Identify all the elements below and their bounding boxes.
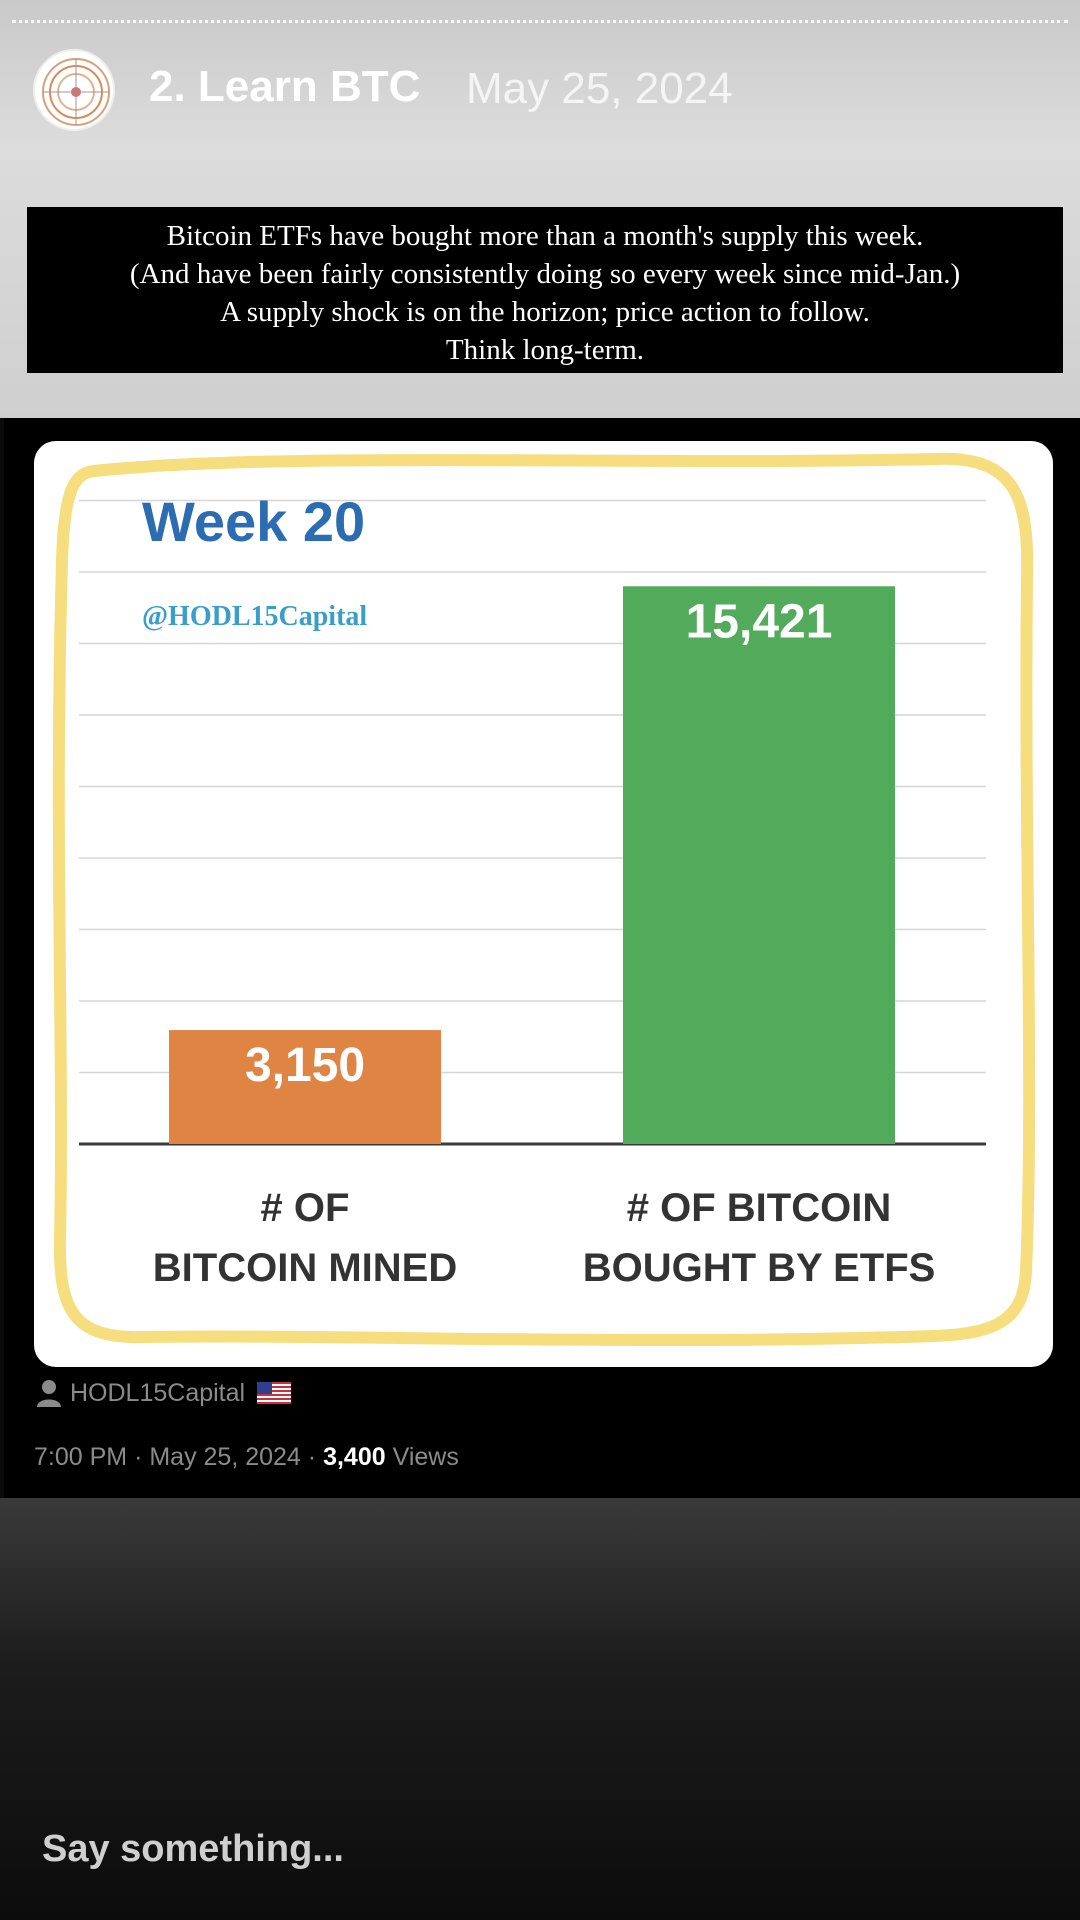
tweet-date: May 25, 2024 — [149, 1443, 301, 1471]
author-name: HODL15Capital — [70, 1378, 246, 1407]
reply-input[interactable]: Say something... — [42, 1828, 344, 1870]
bar — [169, 1030, 441, 1144]
chart-title: Week 20 — [142, 490, 365, 553]
category-label: # OF — [261, 1186, 350, 1230]
separator: · — [307, 1443, 317, 1471]
tweet-author[interactable]: HODL15Capital — [36, 1378, 292, 1408]
views-count: 3,400 — [323, 1443, 386, 1471]
bar-value-label: 3,150 — [245, 1039, 365, 1092]
caption-line: (And have been fairly consistently doing… — [129, 258, 961, 290]
category-label: BITCOIN MINED — [153, 1246, 457, 1290]
story-footer — [0, 1498, 1080, 1920]
separator: · — [134, 1443, 143, 1471]
story-date: May 25, 2024 — [466, 64, 733, 113]
person-icon — [37, 1380, 61, 1407]
category-label: BOUGHT BY ETFS — [583, 1246, 936, 1290]
tweet-time: 7:00 PM — [34, 1443, 128, 1471]
chart-subtitle: @HODL15Capital — [142, 601, 367, 632]
avatar[interactable] — [33, 49, 115, 131]
bar — [623, 586, 895, 1144]
story-title[interactable]: 2. Learn BTC — [149, 62, 421, 111]
story-header-area: 2. Learn BTC May 25, 2024 Bitcoin ETFs h… — [0, 0, 1080, 418]
bar-chart: 3,150 15,421 Week 20 @HODL15Capital # OF B… — [52, 452, 1036, 1347]
story-caption: Bitcoin ETFs have bought more than a mon… — [27, 207, 1063, 373]
caption-line: Bitcoin ETFs have bought more than a mon… — [166, 220, 924, 252]
category-label: # OF BITCOIN — [627, 1186, 891, 1230]
tweet-meta: 7:00 PM · May 25, 2024 · 3,400 Views — [34, 1443, 459, 1472]
caption-line: Think long-term. — [445, 334, 645, 366]
avatar-logo-icon — [42, 58, 110, 126]
chart-image: 3,150 15,421 Week 20 @HODL15Capital # OF B… — [34, 441, 1053, 1367]
story-progress-bar — [12, 20, 1068, 23]
chart-frame — [52, 452, 1036, 1347]
bar-value-label: 15,421 — [686, 595, 833, 648]
us-flag-icon — [257, 1382, 292, 1404]
views-label: Views — [392, 1443, 459, 1471]
caption-line: A supply shock is on the horizon; price … — [220, 296, 870, 328]
